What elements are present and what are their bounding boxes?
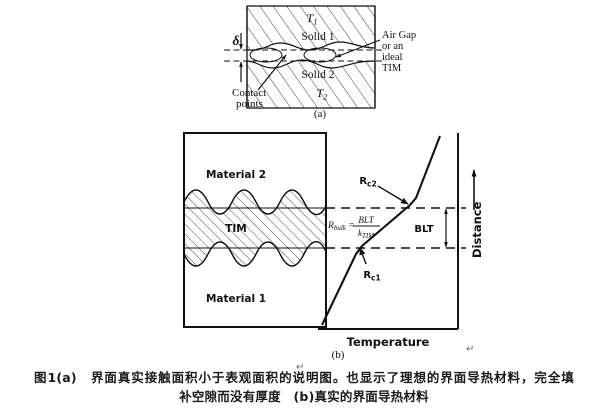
panel-b: Material 2 Material 1 TIM Rc2 Rc1 BLT Rb… — [183, 132, 484, 361]
panel-b-label: (b) — [332, 349, 345, 361]
distance-axis-label: Distance — [470, 201, 484, 258]
rc1-leader — [359, 247, 367, 265]
panel-a-label: (a) — [314, 108, 327, 120]
air-gap-leader — [335, 39, 381, 58]
rc2-leader — [377, 185, 409, 205]
solid-1-label: Solid 1 — [302, 31, 335, 43]
air-gap-label-line4: TIM — [382, 63, 402, 74]
air-gap-label-line3: ideal — [382, 52, 402, 63]
delta-label: δ — [233, 33, 240, 48]
temperature-profile-curve — [321, 135, 441, 326]
tim-label: TIM — [225, 223, 247, 235]
air-gap-label-line1: Air Gap — [382, 30, 416, 41]
t1-label: T1 — [307, 11, 318, 27]
solid-2-body — [246, 59, 376, 109]
rc1-label: Rc1 — [363, 270, 380, 283]
rc2-label: Rc2 — [359, 176, 376, 189]
caption-line-2: 补空隙而没有厚度 (b)真实的界面导热材料 — [179, 389, 429, 404]
contact-points-label-line1: Contact — [232, 87, 266, 99]
panel-a: δ T1 Solid 1 Solid 2 T2 Contact points A… — [224, 5, 416, 120]
t2-label: T2 — [317, 86, 329, 102]
contact-points-leader — [257, 54, 287, 91]
solid-2-label: Solid 2 — [302, 69, 335, 81]
material-1-label: Material 1 — [206, 293, 266, 305]
temperature-axis-label: Temperature — [347, 335, 430, 349]
figure-caption: 图1(a) 界面真实接触面积小于表观面积的说明图。也显示了理想的界面导热材料，完… — [0, 368, 608, 406]
air-gap-label-line2: or an — [382, 41, 404, 52]
rbulk-formula-lhs: Rbulk = — [327, 221, 355, 232]
contact-points-label-line2: points — [236, 98, 263, 110]
caption-line-1: 图1(a) 界面真实接触面积小于表观面积的说明图。也显示了理想的界面导热材料，完… — [34, 370, 574, 385]
pilcrow-mark-upper: ↵ — [466, 344, 475, 355]
material-2-label: Material 2 — [206, 169, 266, 181]
pilcrow-mark-caption: ↵ — [296, 362, 305, 373]
rbulk-formula-numerator: BLT — [358, 215, 374, 225]
blt-label: BLT — [414, 224, 433, 235]
tim-band — [183, 189, 327, 267]
